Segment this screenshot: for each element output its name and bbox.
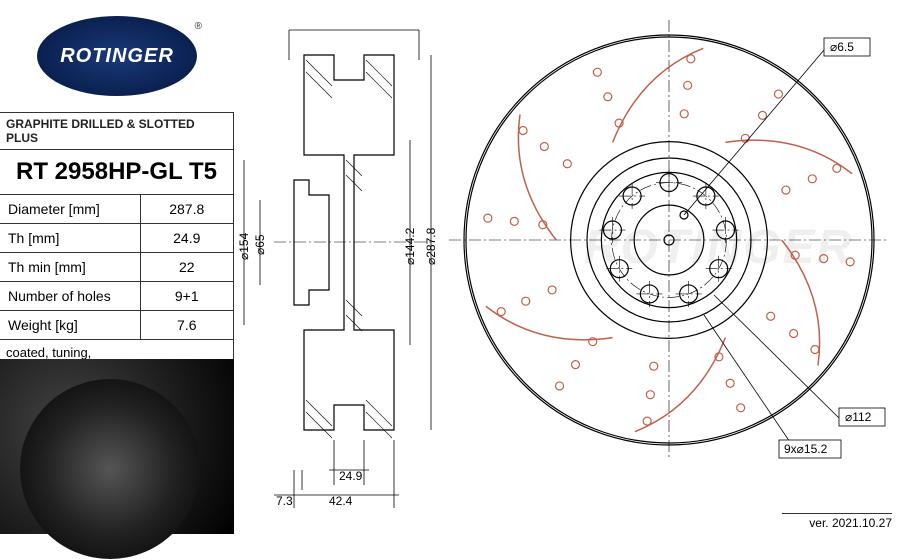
svg-text:9x⌀15.2: 9x⌀15.2 — [784, 442, 828, 456]
version-label: ver. 2021.10.27 — [782, 513, 892, 530]
svg-text:24.9: 24.9 — [339, 469, 363, 483]
svg-text:⌀6.5: ⌀6.5 — [830, 40, 854, 54]
callouts: ⌀6.5 ⌀112 9x⌀15.2 — [684, 38, 885, 458]
drawing-svg: ⌀154 ⌀65 ⌀144.2 ⌀287.8 7.3 24.9 42.4 — [234, 0, 900, 534]
table-row: Th min [mm]22 — [0, 253, 233, 282]
part-number: RT 2958HP-GL T5 — [0, 150, 233, 195]
svg-text:42.4: 42.4 — [329, 494, 353, 508]
svg-text:⌀112: ⌀112 — [845, 410, 872, 424]
technical-drawing: ROTINGER ⌀154 ⌀65 — [234, 0, 900, 534]
svg-text:7.3: 7.3 — [276, 494, 293, 508]
spec-panel: ROTINGER ® GRAPHITE DRILLED & SLOTTED PL… — [0, 0, 234, 534]
front-view — [449, 20, 889, 460]
side-view: ⌀154 ⌀65 ⌀144.2 ⌀287.8 7.3 24.9 42.4 — [237, 30, 438, 508]
brand-text: ROTINGER — [60, 45, 174, 68]
product-photo — [0, 359, 234, 534]
table-row: Number of holes9+1 — [0, 282, 233, 311]
table-row: Weight [kg]7.6 — [0, 311, 233, 340]
table-row: Th [mm]24.9 — [0, 224, 233, 253]
product-line: GRAPHITE DRILLED & SLOTTED PLUS — [0, 112, 233, 150]
logo: ROTINGER ® — [0, 0, 234, 112]
table-row: Diameter [mm]287.8 — [0, 195, 233, 224]
spec-table: Diameter [mm]287.8 Th [mm]24.9 Th min [m… — [0, 195, 233, 340]
